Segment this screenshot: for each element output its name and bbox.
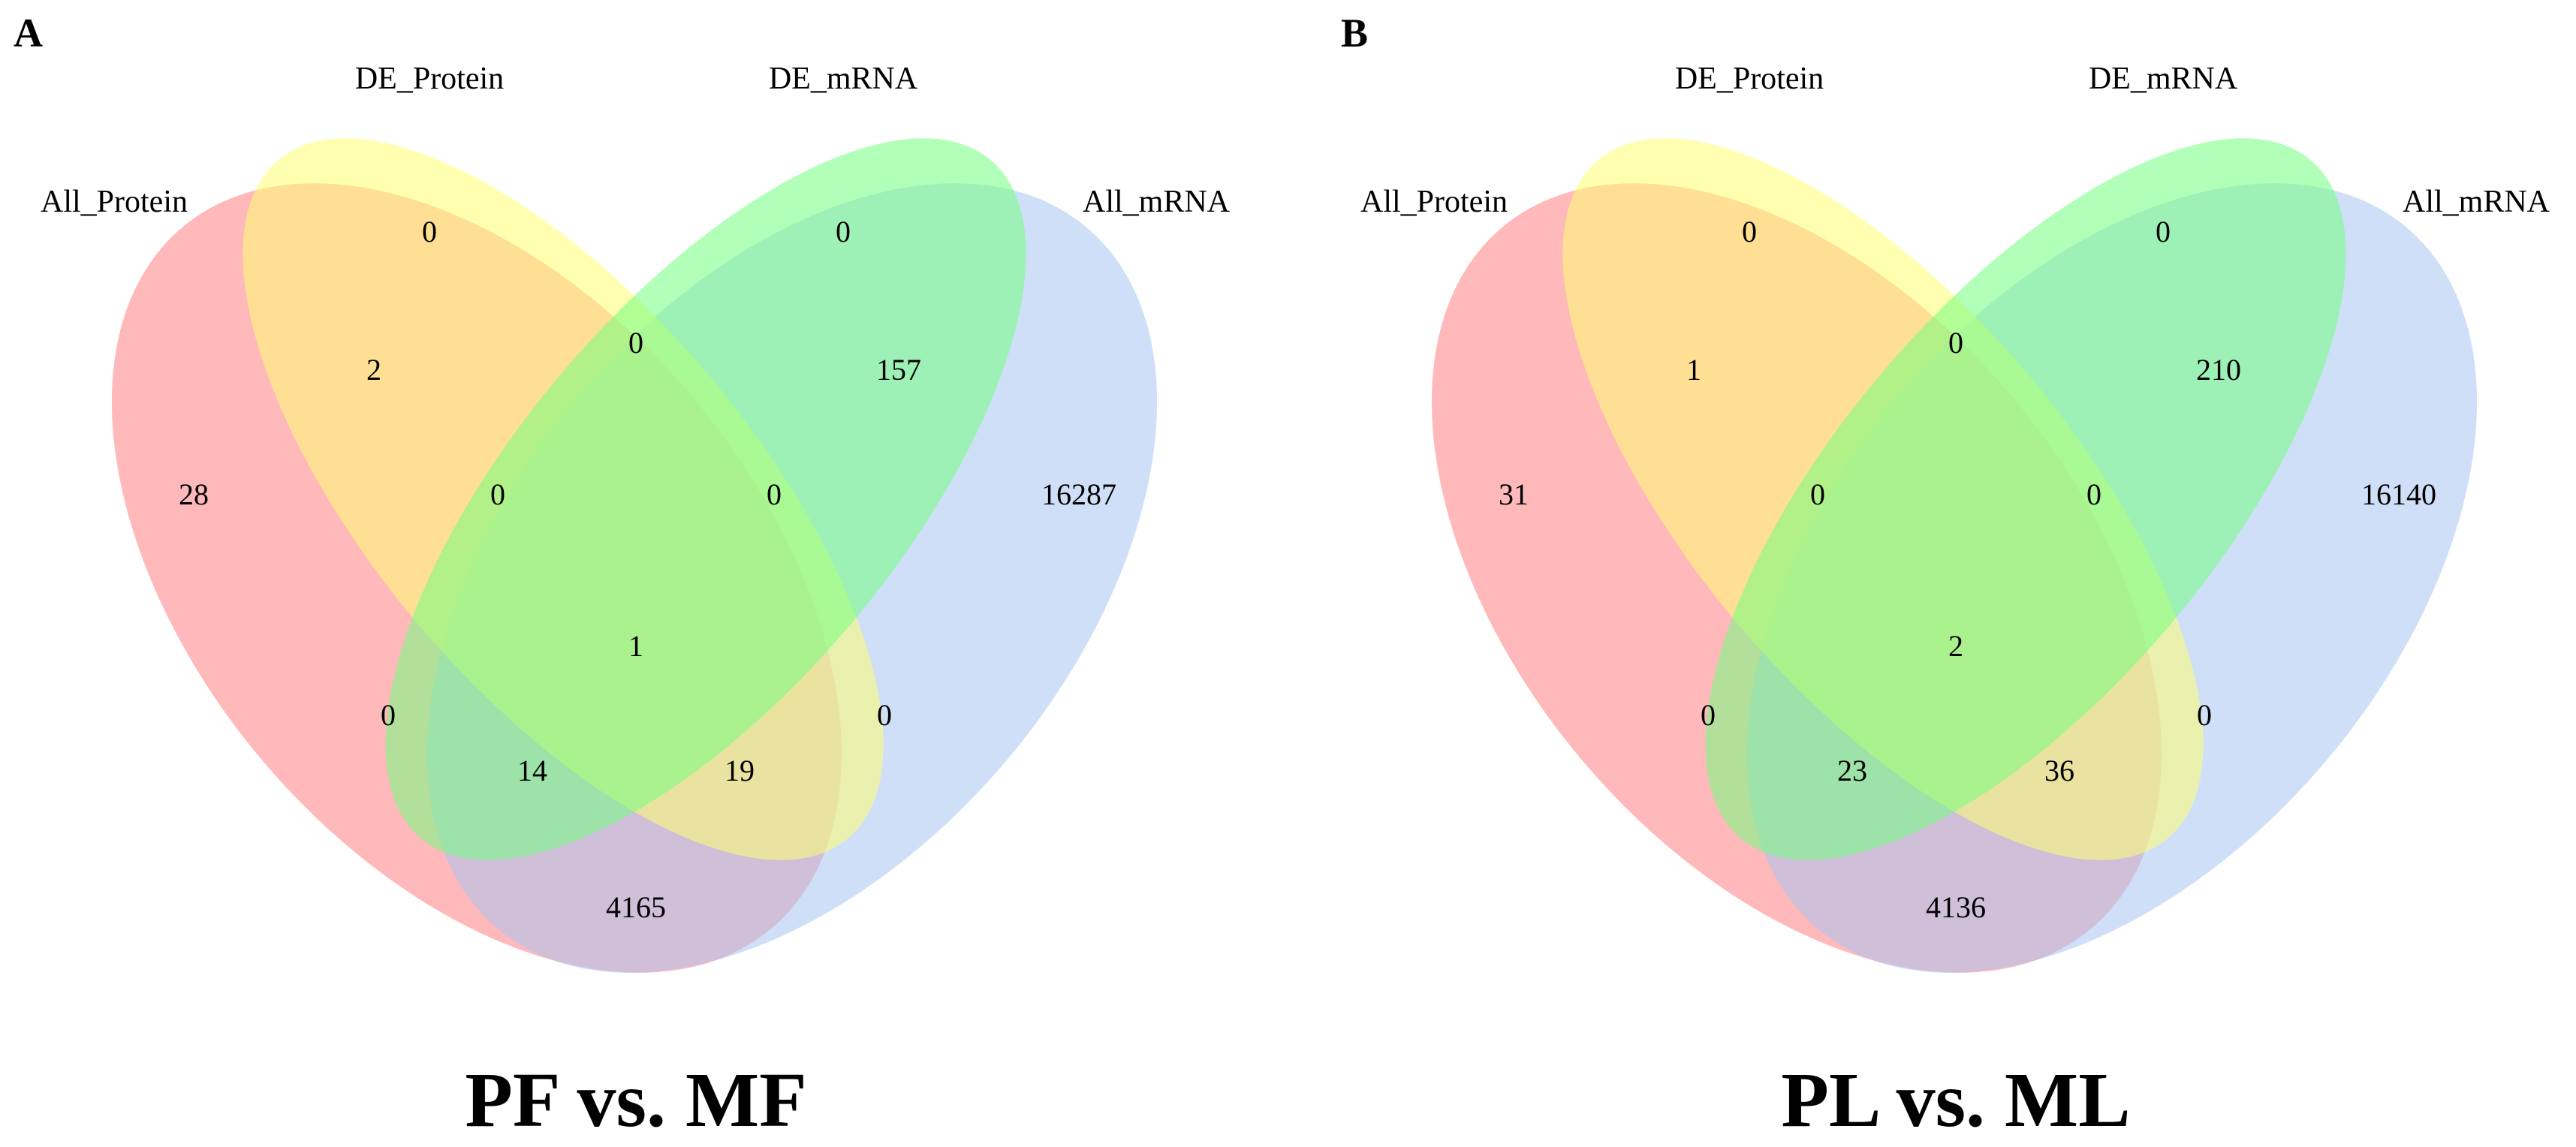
count-deprot-demrna-allmrna: 0 xyxy=(767,477,782,511)
label-all-mrna: All_mRNA xyxy=(1083,185,1231,219)
count-deprot-demrna: 0 xyxy=(1948,326,1963,360)
panel-title: PF vs. MF xyxy=(465,1057,806,1143)
count-allprot-deprot: 1 xyxy=(1686,353,1701,387)
label-de-mrna: DE_mRNA xyxy=(2089,62,2238,96)
count-allprot-deprot-demrna: 0 xyxy=(490,477,505,511)
label-de-protein: DE_Protein xyxy=(1675,62,1824,96)
count-allprot-deprot-allmrna: 36 xyxy=(2044,754,2074,787)
label-all-mrna: All_mRNA xyxy=(2403,185,2550,219)
count-all-protein-only: 31 xyxy=(1499,477,1529,511)
count-deprot-demrna-allmrna: 0 xyxy=(2086,477,2101,511)
count-allprot-demrna-allmrna: 14 xyxy=(517,754,547,787)
label-de-protein: DE_Protein xyxy=(355,62,504,96)
count-allprot-allmrna: 4136 xyxy=(1926,890,1986,924)
label-all-protein: All_Protein xyxy=(41,185,188,219)
count-allprot-demrna-allmrna: 23 xyxy=(1837,754,1867,787)
venn-diagram xyxy=(111,138,1158,973)
venn-diagram xyxy=(1431,138,2478,973)
count-allprot-demrna: 0 xyxy=(1701,698,1716,732)
count-deprot-demrna: 0 xyxy=(628,326,643,360)
count-deprot-allmrna: 0 xyxy=(877,698,892,732)
count-all-four: 2 xyxy=(1948,629,1963,663)
panel-letter: A xyxy=(14,11,43,56)
count-all-four: 1 xyxy=(628,629,643,663)
count-allprot-deprot-allmrna: 19 xyxy=(725,754,755,787)
count-de-mrna-only: 0 xyxy=(2156,215,2171,248)
panel-a: A All_Protein DE_Protein DE_mRNA All_mRN… xyxy=(14,11,1231,1143)
count-all-mrna-only: 16287 xyxy=(1041,477,1116,511)
count-all-mrna-only: 16140 xyxy=(2361,477,2436,511)
count-all-protein-only: 28 xyxy=(179,477,209,511)
count-allprot-deprot: 2 xyxy=(366,353,381,387)
ellipse-de-mrna xyxy=(1705,138,2346,860)
count-allprot-allmrna: 4165 xyxy=(606,890,666,924)
panel-letter: B xyxy=(1341,11,1368,56)
count-demrna-allmrna: 157 xyxy=(876,353,921,387)
count-de-protein-only: 0 xyxy=(1742,215,1757,248)
panel-title: PL vs. ML xyxy=(1781,1057,2130,1143)
count-allprot-demrna: 0 xyxy=(381,698,396,732)
count-de-protein-only: 0 xyxy=(422,215,437,248)
count-allprot-deprot-demrna: 0 xyxy=(1810,477,1825,511)
panel-b: B All_Protein DE_Protein DE_mRNA All_mRN… xyxy=(1341,11,2550,1143)
count-deprot-allmrna: 0 xyxy=(2197,698,2212,732)
label-all-protein: All_Protein xyxy=(1360,185,1508,219)
label-de-mrna: DE_mRNA xyxy=(769,62,918,96)
count-de-mrna-only: 0 xyxy=(836,215,851,248)
count-demrna-allmrna: 210 xyxy=(2196,353,2241,387)
ellipse-de-mrna xyxy=(385,138,1026,860)
